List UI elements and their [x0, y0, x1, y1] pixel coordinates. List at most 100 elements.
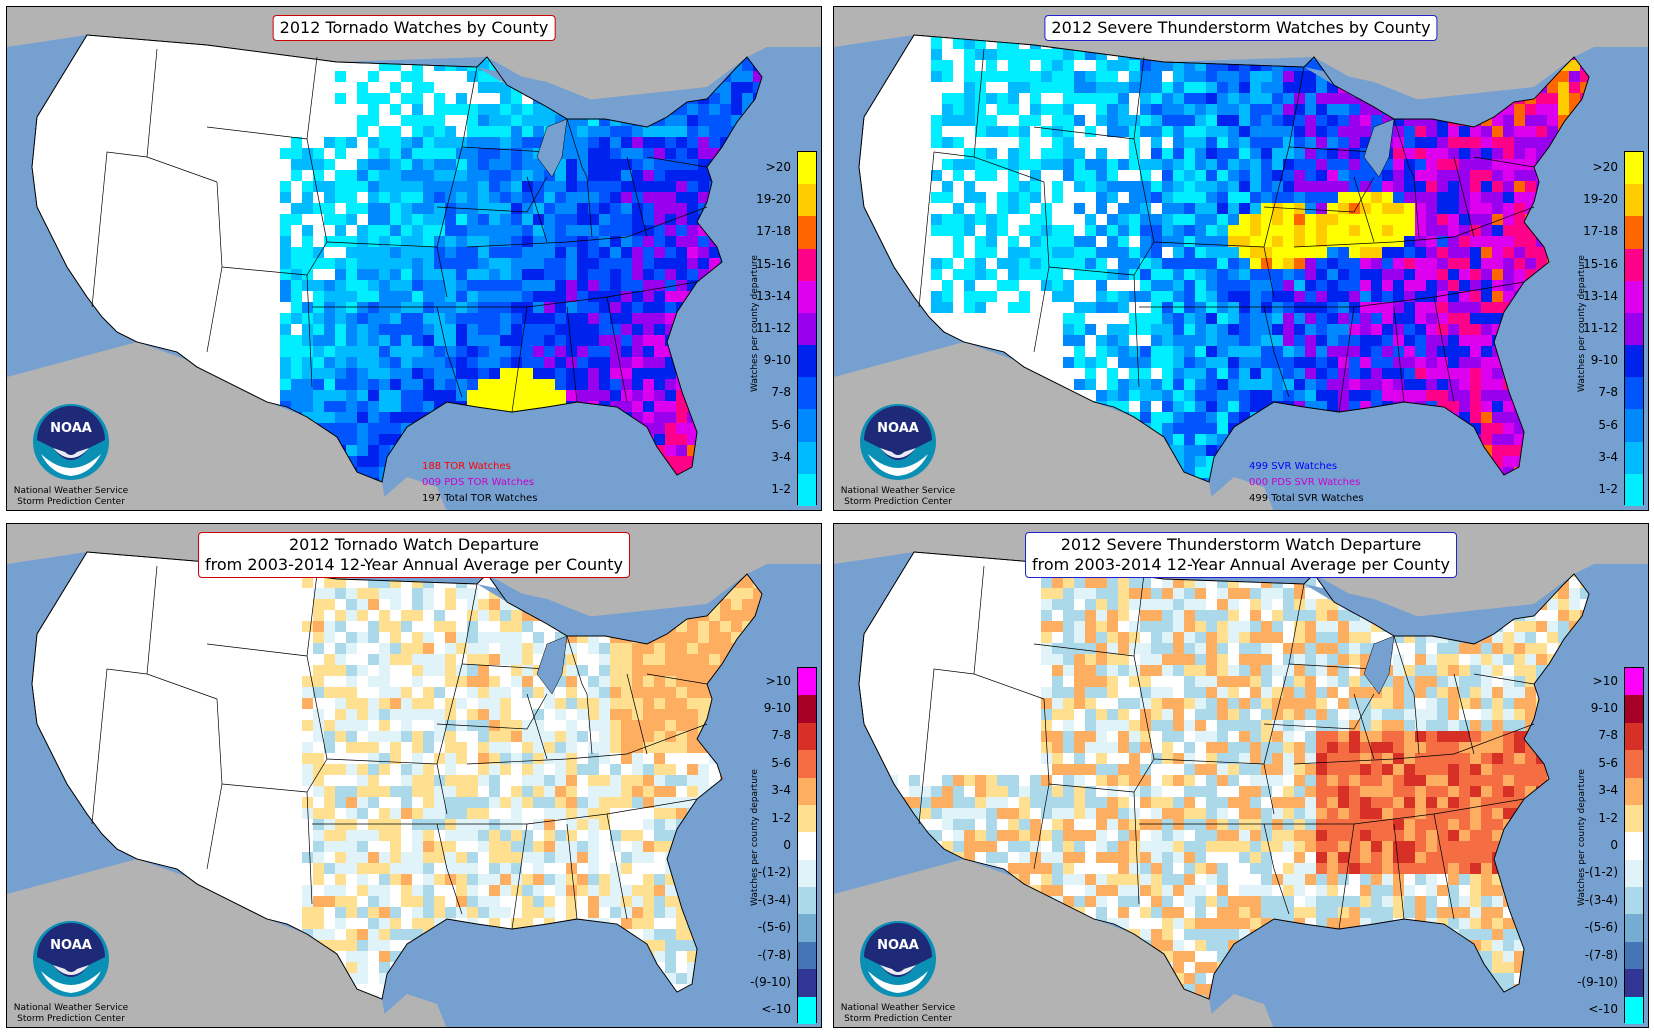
county-cell	[665, 687, 676, 698]
county-cell	[1074, 302, 1085, 313]
county-cell	[632, 280, 643, 291]
county-cell	[1228, 401, 1239, 412]
county-cell	[588, 291, 599, 302]
county-cell	[1041, 71, 1052, 82]
county-cell	[401, 280, 412, 291]
county-cell	[1393, 291, 1404, 302]
county-cell	[1448, 324, 1459, 335]
county-cell	[511, 203, 522, 214]
county-cell	[1239, 258, 1250, 269]
county-cell	[665, 313, 676, 324]
county-cell	[1272, 302, 1283, 313]
county-cell	[1481, 434, 1492, 445]
county-cell	[665, 203, 676, 214]
county-cell	[1283, 258, 1294, 269]
county-cell	[1239, 181, 1250, 192]
county-cell	[1195, 93, 1206, 104]
county-cell	[1261, 115, 1272, 126]
county-cell	[544, 709, 555, 720]
county-cell	[412, 269, 423, 280]
county-cell	[1327, 214, 1338, 225]
county-cell	[566, 170, 577, 181]
county-cell	[1404, 379, 1415, 390]
county-cell	[1360, 258, 1371, 269]
county-cell	[1415, 324, 1426, 335]
legend-labels: >20 19-20 17-18 15-16 13-14 11-12 9-10 7-8 5-6 3-…	[1554, 151, 1618, 505]
county-cell	[1294, 313, 1305, 324]
county-cell	[1503, 280, 1514, 291]
county-cell	[390, 236, 401, 247]
county-cell	[1360, 346, 1371, 357]
county-cell	[445, 181, 456, 192]
county-cell	[1272, 93, 1283, 104]
county-cell	[324, 214, 335, 225]
county-cell	[1151, 258, 1162, 269]
county-cell	[676, 137, 687, 148]
county-cell	[1305, 324, 1316, 335]
county-cell	[975, 93, 986, 104]
county-cell	[390, 797, 401, 808]
county-cell	[599, 753, 610, 764]
county-cell	[1063, 236, 1074, 247]
county-cell	[456, 368, 467, 379]
county-cell	[1393, 335, 1404, 346]
county-cell	[1151, 379, 1162, 390]
county-cell	[478, 148, 489, 159]
county-cell	[1195, 82, 1206, 93]
county-cell	[1415, 379, 1426, 390]
county-cell	[1184, 335, 1195, 346]
county-cell	[1349, 269, 1360, 280]
county-cell	[1448, 214, 1459, 225]
county-cell	[687, 687, 698, 698]
county-cell	[577, 687, 588, 698]
legend-labels: >20 19-20 17-18 15-16 13-14 11-12 9-10 7-8 5-6 3-…	[727, 151, 791, 505]
county-cell	[1184, 159, 1195, 170]
county-cell	[1239, 368, 1250, 379]
county-cell	[643, 412, 654, 423]
county-cell	[1349, 401, 1360, 412]
county-cell	[1140, 236, 1151, 247]
county-cell	[346, 599, 357, 610]
county-cell	[610, 236, 621, 247]
county-cell	[379, 247, 390, 258]
county-cell	[632, 742, 643, 753]
county-cell	[599, 302, 610, 313]
county-cell	[588, 324, 599, 335]
county-cell	[1371, 236, 1382, 247]
county-cell	[1492, 247, 1503, 258]
county-cell	[577, 291, 588, 302]
county-cell	[1492, 313, 1503, 324]
county-cell	[720, 115, 731, 126]
county-cell	[1162, 302, 1173, 313]
county-cell	[665, 225, 676, 236]
county-cell	[953, 236, 964, 247]
county-cell	[1250, 280, 1261, 291]
county-cell	[368, 390, 379, 401]
county-cell	[1107, 390, 1118, 401]
county-cell	[665, 709, 676, 720]
county-cell	[544, 313, 555, 324]
county-cell	[302, 236, 313, 247]
canada-land	[834, 7, 1648, 102]
county-cell	[643, 786, 654, 797]
county-cell	[1107, 225, 1118, 236]
county-cell	[1063, 104, 1074, 115]
county-cell	[1250, 71, 1261, 82]
county-cell	[1492, 423, 1503, 434]
county-cell	[621, 302, 632, 313]
lake-superior	[477, 67, 597, 107]
county-cell	[478, 192, 489, 203]
county-cell	[1459, 324, 1470, 335]
county-cell	[676, 291, 687, 302]
county-cell	[467, 104, 478, 115]
county-cell	[335, 654, 346, 665]
county-cell	[1305, 236, 1316, 247]
county-cell	[698, 247, 709, 258]
county-cell	[632, 401, 643, 412]
county-cell	[401, 775, 412, 786]
county-cell	[335, 665, 346, 676]
county-cell	[643, 137, 654, 148]
county-cell	[1173, 203, 1184, 214]
county-cell	[1140, 324, 1151, 335]
lake-superior	[1304, 67, 1424, 107]
